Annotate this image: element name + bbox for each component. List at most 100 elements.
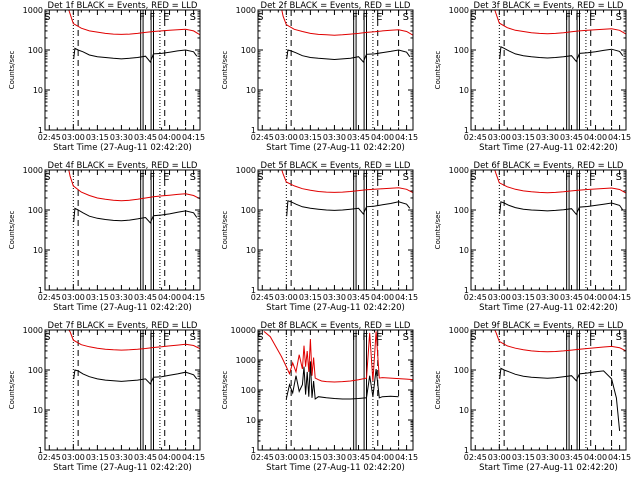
x-tick-label: 02:45 [38,133,61,142]
series-lld-line [68,10,200,36]
x-tick-label: 03:00 [62,133,85,142]
series-lld-line [68,330,200,351]
x-tick-label: 03:00 [275,453,298,462]
series-lld-line [494,330,626,353]
y-axis-label: Counts/sec [221,51,229,90]
x-tick-label: 03:15 [512,133,535,142]
event-marker-label: F [362,12,368,23]
event-marker-label: E [163,332,169,343]
y-tick-label: 100 [454,46,469,55]
x-tick-label: 04:00 [371,453,394,462]
chart-title: Det 9f BLACK = Events, RED = LLD [474,321,624,331]
x-axis-label: Start Time (27-Aug-11 02:42:20) [479,303,618,313]
x-axis-label: Start Time (27-Aug-11 02:42:20) [266,143,405,153]
y-tick-label: 1000 [236,6,256,15]
x-tick-label: 04:00 [158,293,181,302]
x-tick-label: 03:45 [347,293,370,302]
x-tick-label: 03:45 [134,133,157,142]
chart-panel-4: 1 10 100 1000 02:45 03:00 03:15 03:30 03:45 04:00… [8,161,205,313]
plot-frame [257,329,414,451]
y-axis-label: Counts/sec [221,211,229,250]
event-marker-label: S [470,332,476,343]
x-axis-label: Start Time (27-Aug-11 02:42:20) [266,463,405,473]
x-tick-label: 04:00 [584,133,607,142]
y-tick-label: 10 [246,246,256,255]
y-tick-label: 1000 [449,166,469,175]
series-events-line [73,47,198,63]
y-tick-label: 1 [251,286,256,295]
x-axis-label: Start Time (27-Aug-11 02:42:20) [53,303,192,313]
event-marker-label: F [575,332,581,343]
y-tick-label: 1000 [23,6,43,15]
event-marker-label: E [376,332,382,343]
event-marker-label: F [565,172,571,183]
x-tick-label: 03:15 [299,453,322,462]
event-marker-label: S [616,332,622,343]
x-tick-label: 03:15 [299,133,322,142]
x-tick-label: 03:45 [134,293,157,302]
y-tick-label: 100 [241,386,256,395]
y-axis-label: Counts/sec [434,371,442,410]
y-tick-label: 1000 [23,166,43,175]
y-axis-label: Counts/sec [8,371,16,410]
x-tick-label: 03:30 [110,453,133,462]
plot-frame [44,9,201,131]
y-tick-label: 100 [454,366,469,375]
series-events-line [499,367,621,431]
y-axis-label: Counts/sec [221,371,229,410]
event-marker-label: F [362,172,368,183]
y-tick-label: 10 [459,86,469,95]
series-lld-line [494,170,626,194]
x-tick-label: 03:15 [512,453,535,462]
series-lld-line [281,10,413,36]
x-tick-label: 04:00 [584,453,607,462]
x-tick-label: 04:15 [182,133,205,142]
x-tick-label: 02:45 [251,293,274,302]
series-lld-line [68,170,200,202]
series-events-line [73,369,198,385]
y-axis-label: Counts/sec [434,211,442,250]
x-tick-label: 04:15 [395,133,418,142]
y-tick-label: 1 [464,126,469,135]
x-tick-label: 04:00 [158,133,181,142]
x-tick-label: 03:30 [110,133,133,142]
x-tick-label: 03:15 [86,133,109,142]
y-tick-label: 1 [251,126,256,135]
series-lld-line [281,170,413,194]
event-marker-label: S [403,172,409,183]
chart-panel-3: 1 10 100 1000 02:45 03:00 03:15 03:30 03:45 04:00… [434,1,631,153]
event-marker-label: S [190,332,196,343]
x-tick-label: 03:00 [62,453,85,462]
x-axis-label: Start Time (27-Aug-11 02:42:20) [479,463,618,473]
event-marker-label: F [575,172,581,183]
event-marker-label: S [44,12,50,23]
series-events-line [499,46,624,63]
x-tick-label: 03:30 [536,133,559,142]
plot-frame [257,9,414,131]
y-tick-label: 1 [464,286,469,295]
y-axis-label: Counts/sec [434,51,442,90]
y-tick-label: 10000 [231,326,256,335]
event-marker-label: F [362,332,368,343]
event-marker-label: S [616,12,622,23]
x-tick-label: 03:30 [323,453,346,462]
chart-panel-2: 1 10 100 1000 02:45 03:00 03:15 03:30 03:45 04:00… [221,1,418,153]
event-marker-label: F [565,12,571,23]
x-tick-label: 03:45 [347,453,370,462]
x-tick-label: 03:15 [86,293,109,302]
x-axis-label: Start Time (27-Aug-11 02:42:20) [53,143,192,153]
x-tick-label: 04:15 [608,133,631,142]
y-axis-label: Counts/sec [8,51,16,90]
event-marker-label: F [575,12,581,23]
event-marker-label: F [149,12,155,23]
y-tick-label: 1 [38,446,43,455]
chart-panel-6: 1 10 100 1000 02:45 03:00 03:15 03:30 03:45 04:00… [434,161,631,313]
event-marker-label: F [139,332,145,343]
x-tick-label: 04:15 [608,453,631,462]
chart-panel-7: 1 10 100 1000 02:45 03:00 03:15 03:30 03:45 04:00… [8,321,205,473]
x-tick-label: 03:00 [275,293,298,302]
chart-panel-8: 1 10 100 1000 10000 02:45 03:00 03:15 03:30 03:45… [221,321,418,473]
x-tick-label: 04:15 [395,453,418,462]
series-events-line [499,201,624,216]
